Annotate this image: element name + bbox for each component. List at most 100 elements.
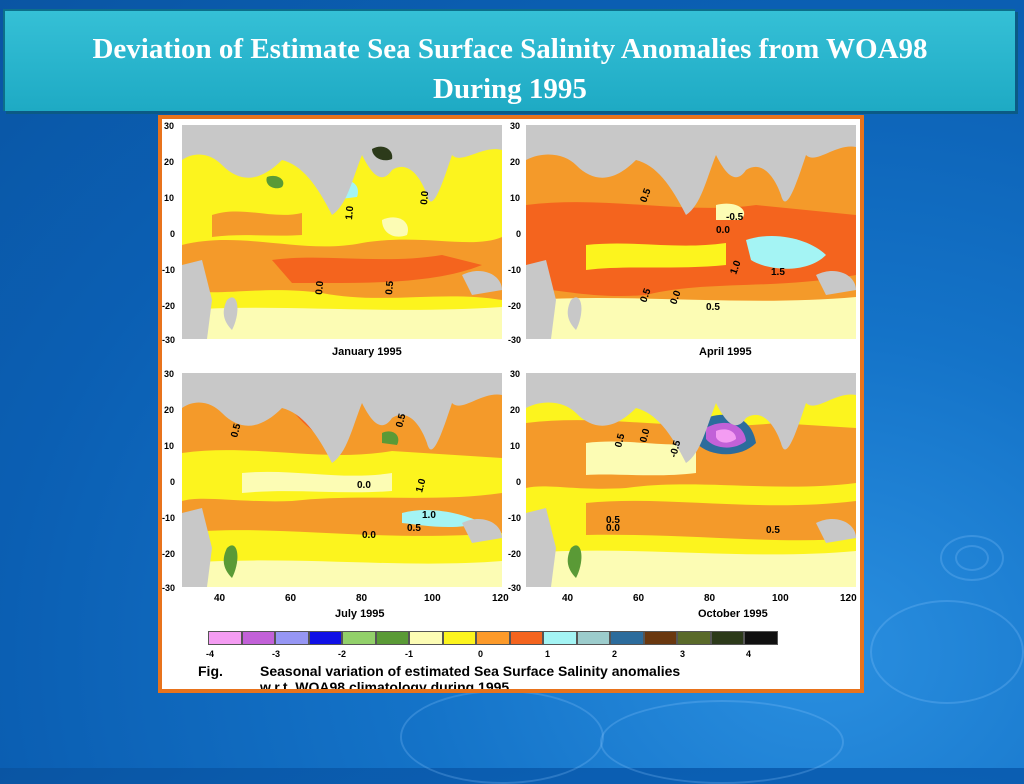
contour-label: 1.0 bbox=[422, 510, 436, 521]
legend-swatch bbox=[576, 631, 610, 645]
lon-tick: 120 bbox=[840, 593, 857, 604]
contour-label: 0.0 bbox=[638, 427, 652, 444]
legend-tick: -3 bbox=[272, 649, 281, 659]
legend-tick: 4 bbox=[746, 649, 752, 659]
lat-tick: -30 bbox=[162, 583, 176, 593]
contour-label: 0.5 bbox=[606, 515, 620, 526]
slide-title-line2: During 1995 bbox=[433, 73, 587, 105]
legend-swatch bbox=[476, 631, 510, 645]
contour-label: 0.5 bbox=[394, 412, 408, 429]
contour-label: -0.5 bbox=[668, 439, 683, 459]
lat-tick: -30 bbox=[508, 335, 522, 345]
lon-tick: 80 bbox=[704, 593, 716, 604]
legend-swatch bbox=[241, 631, 275, 645]
lat-tick: 0 bbox=[516, 477, 522, 487]
contour-label: 0.5 bbox=[613, 432, 627, 449]
contour-label: 0.5 bbox=[384, 280, 396, 295]
lat-tick: 10 bbox=[510, 441, 521, 451]
legend-swatch bbox=[509, 631, 543, 645]
legend-tick: -1 bbox=[405, 649, 414, 659]
lat-tick: 0 bbox=[516, 229, 522, 239]
legend-swatch bbox=[677, 631, 711, 645]
lat-tick: 20 bbox=[164, 157, 175, 167]
panel-title-july: July 1995 bbox=[335, 608, 385, 620]
lat-tick: 30 bbox=[164, 121, 175, 131]
figure-caption-line1: Seasonal variation of estimated Sea Surf… bbox=[260, 663, 681, 679]
lon-tick: 80 bbox=[356, 593, 368, 604]
contour-label: 0.0 bbox=[419, 190, 431, 205]
contour-label: 0.0 bbox=[314, 280, 326, 295]
legend-swatch bbox=[409, 631, 443, 645]
contour-label: 1.0 bbox=[344, 205, 356, 220]
contour-label: 1.0 bbox=[728, 259, 743, 276]
lat-tick: 20 bbox=[510, 157, 521, 167]
lat-tick: -20 bbox=[508, 301, 522, 311]
contour-label: 0.5 bbox=[407, 523, 421, 534]
map-panel-october: 0.5 0.0 -0.5 0.5 0.0 0.5 bbox=[526, 373, 856, 587]
legend-swatch bbox=[710, 631, 744, 645]
lon-tick: 60 bbox=[633, 593, 645, 604]
lat-tick: -20 bbox=[508, 549, 522, 559]
legend-tick: 0 bbox=[478, 649, 484, 659]
contour-label: 0.5 bbox=[229, 422, 243, 439]
water-ripple-decoration bbox=[940, 535, 1004, 581]
legend-swatch bbox=[275, 631, 309, 645]
contour-label: 0.0 bbox=[362, 530, 376, 541]
lat-tick: 10 bbox=[164, 193, 175, 203]
figure-caption-line2: w.r.t. WOA98 climatology during 1995. bbox=[260, 679, 514, 689]
contour-label: -0.5 bbox=[726, 212, 744, 223]
lon-tick: 40 bbox=[562, 593, 574, 604]
contour-label: 0.5 bbox=[706, 302, 720, 313]
legend-tick: -2 bbox=[338, 649, 347, 659]
lat-tick: 10 bbox=[510, 193, 521, 203]
lat-tick: 30 bbox=[164, 369, 175, 379]
legend-swatch bbox=[442, 631, 476, 645]
map-panel-april: 0.5 -0.5 0.0 1.0 1.5 0.5 0.0 0.5 bbox=[526, 125, 856, 339]
contour-label: 0.5 bbox=[766, 525, 780, 536]
lat-tick: -20 bbox=[162, 301, 176, 311]
lat-tick: -20 bbox=[162, 549, 176, 559]
lon-tick: 100 bbox=[424, 593, 441, 604]
salinity-anomaly-figure: 0.0 0.5 1.0 0.0 January 1995 0.5 -0.5 0.… bbox=[158, 115, 864, 693]
lon-tick: 100 bbox=[772, 593, 789, 604]
panel-title-october: October 1995 bbox=[698, 608, 768, 620]
lat-tick: -10 bbox=[508, 265, 522, 275]
lat-tick: 30 bbox=[510, 369, 521, 379]
color-scale-legend bbox=[208, 631, 778, 645]
slide-title-banner: Deviation of Estimate Sea Surface Salini… bbox=[3, 9, 1015, 111]
lat-tick: -30 bbox=[508, 583, 522, 593]
legend-swatch bbox=[342, 631, 376, 645]
contour-label: 0.5 bbox=[638, 287, 653, 304]
contour-label: 0.0 bbox=[668, 289, 683, 306]
water-ripple-decoration bbox=[600, 700, 844, 784]
lat-tick: 30 bbox=[510, 121, 521, 131]
legend-tick: 3 bbox=[680, 649, 686, 659]
figure-label: Fig. bbox=[198, 663, 223, 679]
contour-label: 1.0 bbox=[414, 477, 428, 494]
lat-tick: -10 bbox=[508, 513, 522, 523]
legend-swatch bbox=[744, 631, 778, 645]
water-ripple-decoration bbox=[400, 690, 604, 784]
map-panel-january: 0.0 0.5 1.0 0.0 bbox=[182, 125, 502, 339]
legend-tick: -4 bbox=[206, 649, 215, 659]
contour-label: 0.0 bbox=[357, 480, 371, 491]
lat-tick: 20 bbox=[164, 405, 175, 415]
slide-title-line1: Deviation of Estimate Sea Surface Salini… bbox=[92, 33, 928, 65]
map-panel-july: 0.5 0.5 0.0 1.0 1.0 0.5 0.0 bbox=[182, 373, 502, 587]
lat-tick: 20 bbox=[510, 405, 521, 415]
lon-tick: 120 bbox=[492, 593, 509, 604]
legend-swatch bbox=[308, 631, 342, 645]
lat-tick: 0 bbox=[170, 229, 176, 239]
lat-tick: -10 bbox=[162, 513, 176, 523]
legend-tick: 2 bbox=[612, 649, 618, 659]
lat-tick: 10 bbox=[164, 441, 175, 451]
water-ripple-decoration bbox=[870, 600, 1024, 704]
contour-label: 0.0 bbox=[716, 225, 730, 236]
contour-label: 0.5 bbox=[638, 187, 653, 204]
panel-title-january: January 1995 bbox=[332, 346, 402, 358]
contour-label: 1.5 bbox=[771, 267, 785, 278]
lon-tick: 60 bbox=[285, 593, 297, 604]
contour-label: 0.0 bbox=[606, 523, 620, 534]
legend-swatch bbox=[375, 631, 409, 645]
legend-swatch bbox=[610, 631, 644, 645]
